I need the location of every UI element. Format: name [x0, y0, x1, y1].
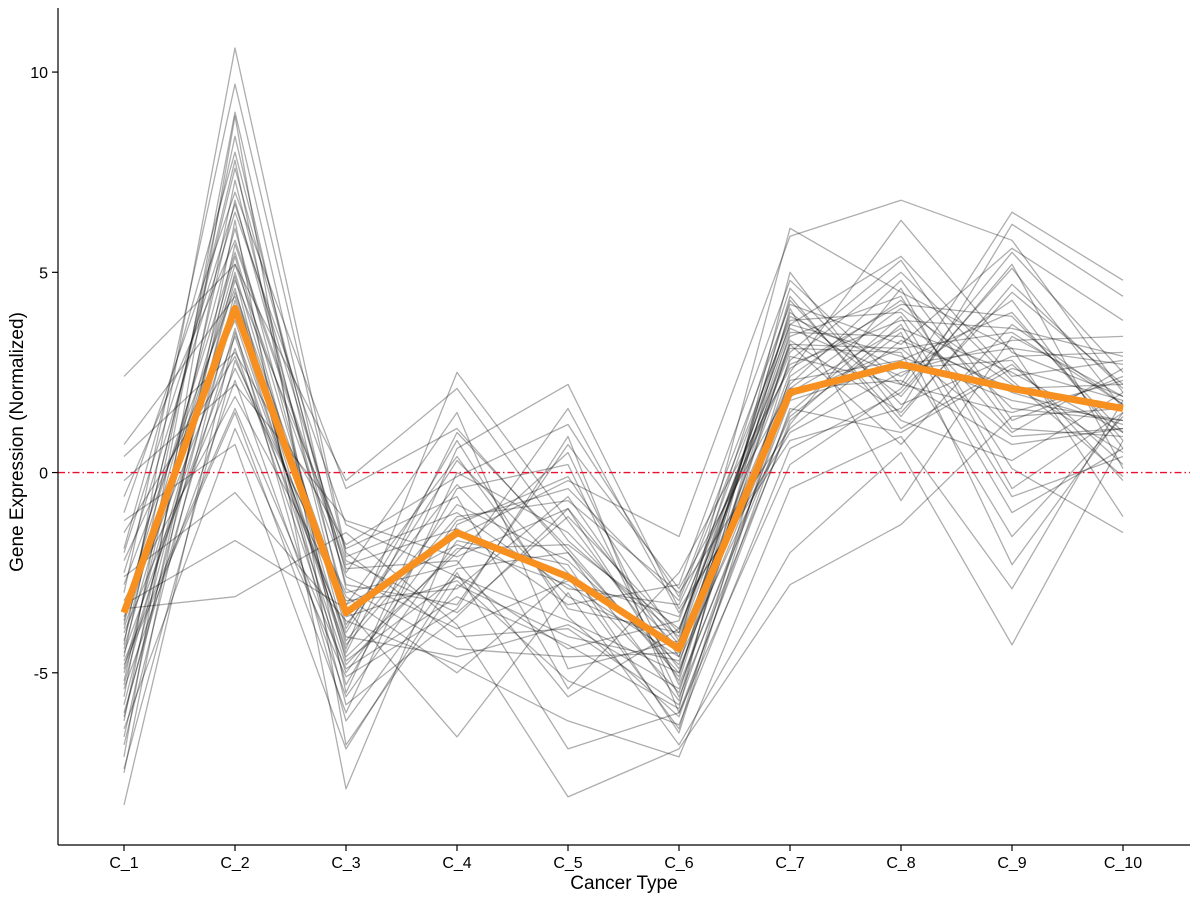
- x-axis-title: Cancer Type: [570, 873, 677, 894]
- axes-layer: [57, 8, 1190, 846]
- series-line-15: [123, 259, 1124, 666]
- series-line-28: [123, 111, 1124, 697]
- series-line-37: [123, 219, 1124, 790]
- x-tick-label: C_8: [886, 855, 915, 872]
- series-line-47: [123, 291, 1124, 717]
- series-line-32: [123, 251, 1124, 730]
- series-line-31: [123, 179, 1124, 722]
- series-line-40: [123, 407, 1124, 798]
- series-line-46: [123, 203, 1124, 634]
- series-line-42: [123, 323, 1124, 750]
- y-tick-label: 0: [39, 466, 48, 483]
- series-line-35: [123, 115, 1124, 758]
- highlight-layer: [120, 304, 1124, 653]
- series-line-10: [123, 211, 1124, 650]
- series-line-23: [123, 271, 1124, 714]
- series-line-38: [123, 331, 1124, 806]
- series-line-26: [123, 199, 1124, 681]
- series-line-3: [123, 247, 1124, 598]
- series-line-9: [123, 319, 1124, 670]
- series-line-45: [123, 159, 1124, 694]
- ticks-layer: -5 0 5 10 C_1 C_2 C_3 C_4 C_5 C_6 C_7 C_8 C_9 C_10: [30, 65, 1142, 872]
- series-line-39: [123, 440, 1124, 746]
- x-tick-label: C_7: [775, 855, 804, 872]
- series-line-16: [123, 167, 1124, 670]
- x-tick-label: C_6: [664, 855, 693, 872]
- series-line-25: [123, 311, 1124, 686]
- x-tick-label: C_4: [442, 855, 471, 872]
- series-line-20: [123, 47, 1124, 706]
- series-line-27: [123, 299, 1124, 734]
- series-line-14: [123, 251, 1124, 718]
- x-tick-label: C_10: [1104, 855, 1142, 872]
- series-line-5: [123, 211, 1124, 606]
- x-tick-label: C_5: [553, 855, 582, 872]
- series-line-24: [123, 263, 1124, 669]
- x-tick-label: C_9: [997, 855, 1026, 872]
- series-line-36: [123, 355, 1124, 770]
- series-line-12: [123, 83, 1124, 606]
- x-tick-label: C_2: [220, 855, 249, 872]
- series-line-18: [123, 335, 1124, 633]
- series-line-13: [123, 263, 1124, 658]
- series-line-44: [123, 279, 1124, 690]
- x-tick-label: C_3: [331, 855, 360, 872]
- y-tick-label: 10: [30, 65, 48, 82]
- series-line-30: [123, 307, 1124, 722]
- series-line-41: [123, 400, 1124, 758]
- series-line-22: [123, 135, 1124, 726]
- y-axis-title: Gene Expression (Normalized): [7, 312, 28, 572]
- series-line-33: [123, 243, 1124, 738]
- series-line-7: [123, 291, 1124, 694]
- series-line-17: [123, 275, 1124, 706]
- highlight-series-line: [120, 304, 1124, 653]
- series-line-8: [123, 151, 1124, 606]
- series-line-43: [123, 271, 1124, 710]
- series-line-11: [123, 287, 1124, 698]
- y-tick-label: 5: [39, 265, 48, 282]
- x-tick-label: C_1: [109, 855, 138, 872]
- series-line-21: [123, 311, 1124, 674]
- series-layer: [123, 47, 1124, 806]
- y-tick-label: -5: [34, 666, 48, 683]
